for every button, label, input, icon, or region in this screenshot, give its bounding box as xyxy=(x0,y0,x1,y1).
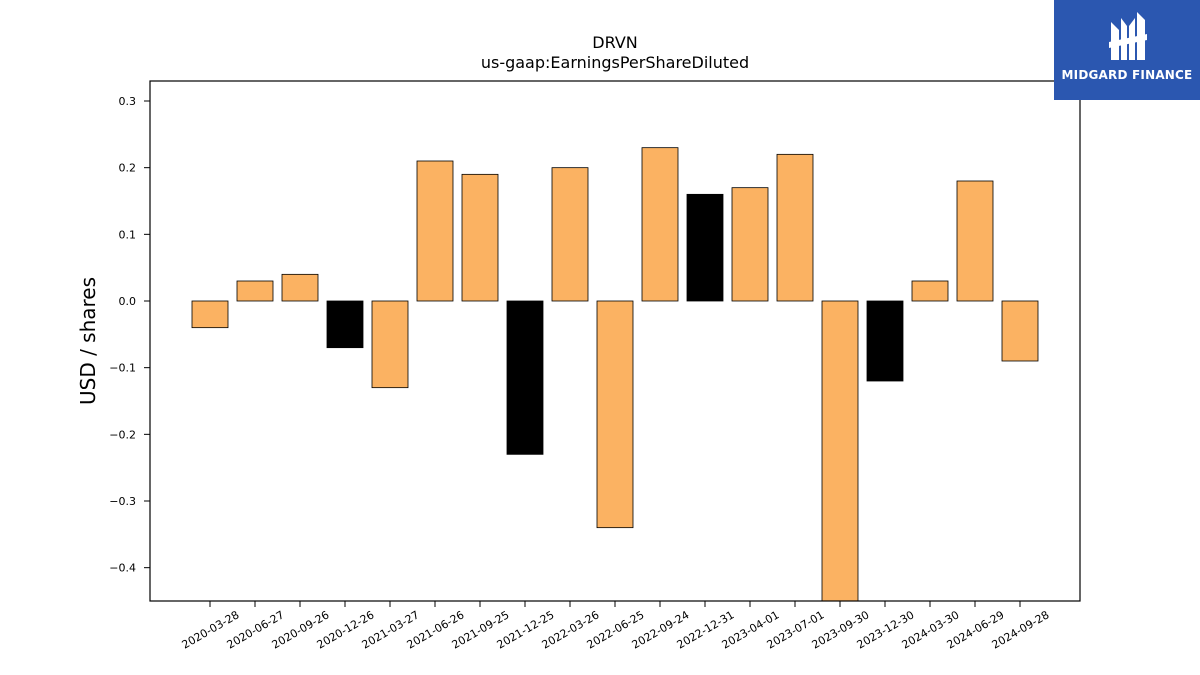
y-tick-label: 0.3 xyxy=(119,95,137,108)
bar-2023-04-01 xyxy=(731,187,769,302)
bar-2023-09-30 xyxy=(821,300,859,602)
chart-title: DRVN xyxy=(592,33,637,52)
logo-text: MIDGARD FINANCE xyxy=(1061,68,1193,82)
bar-2024-09-28 xyxy=(1001,300,1039,362)
y-tick-label: 0.0 xyxy=(119,295,137,308)
y-tick-label: −0.2 xyxy=(109,428,136,441)
y-tick-label: −0.1 xyxy=(109,362,136,375)
bar-2024-06-29 xyxy=(956,180,994,302)
bar-2023-12-30 xyxy=(866,300,904,382)
y-tick-label: 0.2 xyxy=(119,162,137,175)
bar-2021-06-26 xyxy=(416,160,454,302)
y-ticks-group: −0.4 −0.3 −0.2 −0.1 0.0 0.1 0.2 0.3 xyxy=(109,95,150,575)
bar-2023-07-01 xyxy=(776,153,814,302)
plot-frame xyxy=(149,80,1081,602)
midgard-finance-logo: MIDGARD FINANCE xyxy=(1054,0,1200,100)
bar-2021-12-25 xyxy=(506,300,544,455)
bar-2022-03-26 xyxy=(551,167,589,302)
bar-2020-03-28 xyxy=(191,300,229,329)
bars-group xyxy=(191,147,1039,602)
x-ticks-group: 2020-03-282020-06-272020-09-262020-12-26… xyxy=(180,601,1052,652)
y-tick-label: −0.3 xyxy=(109,495,136,508)
bar-2022-09-24 xyxy=(641,147,679,302)
y-tick-label: −0.4 xyxy=(109,562,136,575)
bar-2020-12-26 xyxy=(326,300,364,349)
chart-subtitle: us-gaap:EarningsPerShareDiluted xyxy=(481,53,749,72)
bar-2020-09-26 xyxy=(281,273,319,302)
bar-2022-06-25 xyxy=(596,300,634,529)
midgard-logo-mark-icon xyxy=(1109,12,1147,60)
bar-2020-06-27 xyxy=(236,280,274,302)
y-axis-label: USD / shares xyxy=(76,277,100,405)
bar-2024-03-30 xyxy=(911,280,949,302)
bar-2022-12-31 xyxy=(686,193,724,302)
bar-2021-09-25 xyxy=(461,173,499,302)
y-tick-label: 0.1 xyxy=(119,228,137,241)
bar-2021-03-27 xyxy=(371,300,409,389)
